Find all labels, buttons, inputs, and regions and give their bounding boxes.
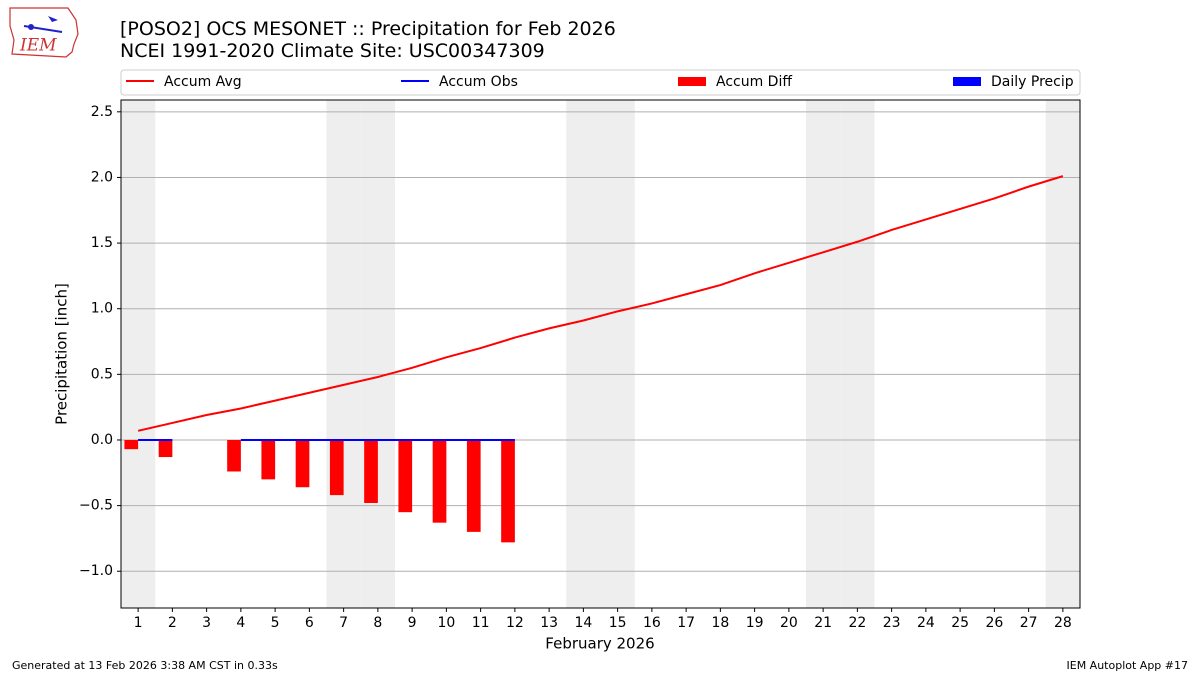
x-tick-label: 7 bbox=[339, 615, 348, 631]
bar bbox=[501, 439, 515, 543]
x-tick-label: 24 bbox=[917, 615, 935, 631]
y-tick-label: 0.0 bbox=[91, 432, 113, 448]
y-tick-label: 2.5 bbox=[91, 104, 113, 120]
y-tick-label: 1.0 bbox=[91, 301, 113, 317]
bar bbox=[398, 439, 413, 513]
legend-label: Accum Diff bbox=[716, 74, 792, 90]
logo: IEM bbox=[9, 7, 79, 58]
x-tick-label: 16 bbox=[643, 615, 661, 631]
x-tick-label: 27 bbox=[1020, 615, 1038, 631]
x-tick-label: 23 bbox=[883, 615, 901, 631]
x-tick-label: 26 bbox=[985, 615, 1003, 631]
weekend-shade bbox=[360, 100, 395, 608]
x-tick-label: 3 bbox=[202, 615, 211, 631]
x-tick-label: 14 bbox=[574, 615, 592, 631]
x-tick-label: 9 bbox=[408, 615, 417, 631]
bar bbox=[364, 439, 378, 503]
plot-frame bbox=[120, 99, 1081, 609]
weekend-shade bbox=[1045, 100, 1080, 608]
footer-left: Generated at 13 Feb 2026 3:38 AM CST in … bbox=[12, 659, 278, 672]
x-tick-label: 18 bbox=[711, 615, 729, 631]
bar bbox=[124, 439, 139, 450]
x-axis-label: February 2026 bbox=[545, 635, 654, 653]
legend-label: Accum Obs bbox=[439, 74, 518, 90]
x-tick-label: 17 bbox=[677, 615, 695, 631]
x-tick-label: 2 bbox=[168, 615, 177, 631]
chart-subtitle: NCEI 1991-2020 Climate Site: USC00347309 bbox=[120, 40, 545, 62]
x-tick-label: 15 bbox=[609, 615, 627, 631]
weekend-shade bbox=[326, 100, 361, 608]
x-tick-label: 22 bbox=[848, 615, 866, 631]
legend-label: Accum Avg bbox=[164, 74, 242, 90]
x-tick-label: 8 bbox=[373, 615, 382, 631]
y-tick-label: 0.5 bbox=[91, 366, 113, 382]
y-axis-label: Precipitation [inch] bbox=[53, 283, 71, 425]
x-tick-label: 6 bbox=[305, 615, 314, 631]
weekend-shade bbox=[566, 100, 601, 608]
x-tick-label: 4 bbox=[236, 615, 245, 631]
x-tick-label: 13 bbox=[540, 615, 558, 631]
bar bbox=[158, 439, 173, 458]
x-tick-label: 21 bbox=[814, 615, 832, 631]
bar bbox=[227, 439, 241, 472]
x-tick-label: 20 bbox=[780, 615, 798, 631]
x-tick-label: 10 bbox=[437, 615, 455, 631]
bar bbox=[295, 439, 310, 488]
bar bbox=[432, 439, 447, 523]
x-tick-label: 12 bbox=[506, 615, 524, 631]
logo-text: IEM bbox=[19, 36, 57, 56]
bar bbox=[261, 439, 276, 480]
legend-swatch bbox=[678, 77, 706, 86]
weekend-shade bbox=[806, 100, 841, 608]
chart-title: [POSO2] OCS MESONET :: Precipitation for… bbox=[120, 18, 616, 40]
legend-label: Daily Precip bbox=[991, 74, 1074, 90]
line bbox=[137, 175, 1064, 432]
y-tick-label: 2.0 bbox=[91, 169, 113, 185]
bar bbox=[466, 439, 481, 532]
weekend-shade bbox=[121, 100, 156, 608]
bar bbox=[329, 439, 344, 496]
x-tick-label: 19 bbox=[746, 615, 764, 631]
x-tick-label: 25 bbox=[951, 615, 969, 631]
y-tick-label: −0.5 bbox=[79, 498, 113, 514]
y-tick-label: −1.0 bbox=[79, 563, 113, 579]
legend-box bbox=[120, 69, 1081, 96]
y-tick-label: 1.5 bbox=[91, 235, 113, 251]
footer-right: IEM Autoplot App #17 bbox=[1067, 659, 1189, 672]
x-tick-label: 11 bbox=[472, 615, 490, 631]
weekend-shade bbox=[840, 100, 875, 608]
legend-swatch bbox=[953, 77, 981, 86]
weekend-shade bbox=[600, 100, 635, 608]
x-tick-label: 5 bbox=[271, 615, 280, 631]
x-tick-label: 1 bbox=[134, 615, 143, 631]
x-tick-label: 28 bbox=[1054, 615, 1072, 631]
